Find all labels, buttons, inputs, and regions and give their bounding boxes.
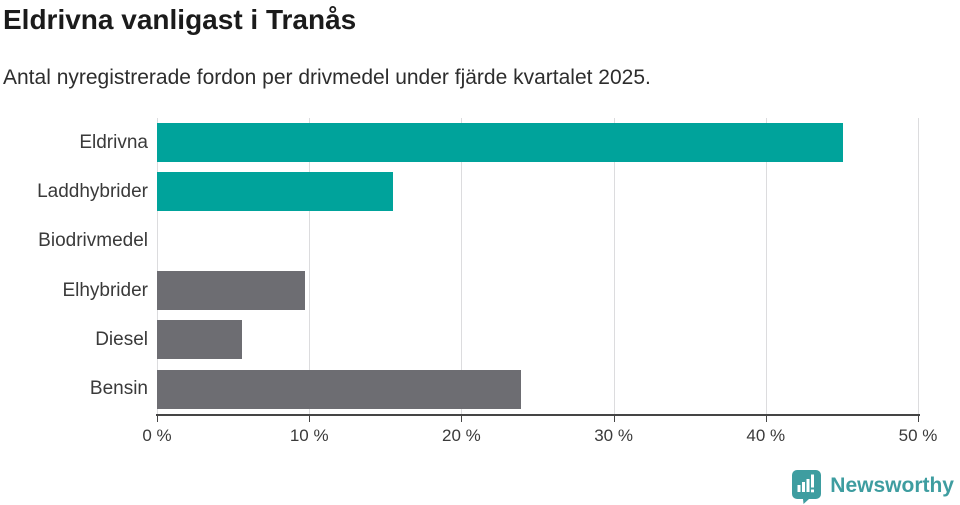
bar-row: Biodrivmedel (0, 217, 960, 266)
x-tick-mark (309, 416, 311, 422)
gridline (461, 118, 463, 414)
bar-eldrivna (157, 123, 844, 163)
x-tick-label: 0 % (142, 426, 172, 445)
newsworthy-icon (792, 469, 822, 504)
page-title: Eldrivna vanligast i Tranås (3, 4, 357, 35)
bar-row: Eldrivna (0, 118, 960, 167)
category-label: Eldrivna (79, 131, 148, 153)
x-tick-mark (765, 416, 767, 422)
x-tick-label: 20 % (442, 426, 481, 445)
plot-area (157, 118, 919, 414)
bar-row: Bensin (0, 365, 960, 414)
gridline (918, 118, 919, 414)
x-tick-mark (461, 416, 463, 422)
x-tick-label: 40 % (746, 426, 786, 445)
gridline (613, 118, 615, 414)
bar-row: Laddhybrider (0, 167, 960, 216)
bar-rows: Eldrivna Laddhybrider Biodrivmedel Elhybrid… (0, 118, 960, 414)
chart-subtitle: Antal nyregistrerade fordon per drivmede… (3, 66, 651, 89)
bar-elhybrider (157, 271, 305, 311)
newsworthy-logo: Newsworthy (791, 468, 954, 504)
bar-row: Elhybrider (0, 266, 960, 315)
category-label: Laddhybrider (37, 180, 148, 202)
brand-name: Newsworthy (830, 474, 954, 497)
category-label: Biodrivmedel (38, 230, 148, 252)
gridline (157, 118, 158, 414)
bar-bensin (157, 369, 521, 409)
x-axis-line (156, 414, 920, 416)
gridline (309, 118, 311, 414)
x-tick-mark (157, 416, 158, 422)
bar-chart: Eldrivna Laddhybrider Biodrivmedel Elhybrid… (0, 118, 960, 445)
category-label: Bensin (89, 378, 148, 400)
x-tick-label: 50 % (898, 426, 938, 445)
bar-row: Diesel (0, 315, 960, 364)
x-tick-mark (918, 416, 919, 422)
category-label: Diesel (95, 328, 148, 350)
x-tick-label: 10 % (289, 426, 329, 445)
x-tick-mark (613, 416, 615, 422)
bar-laddhybrider (157, 172, 393, 212)
x-tick-label: 30 % (594, 426, 633, 445)
gridline (765, 118, 767, 414)
category-label: Elhybrider (62, 279, 148, 301)
bar-diesel (157, 320, 243, 360)
